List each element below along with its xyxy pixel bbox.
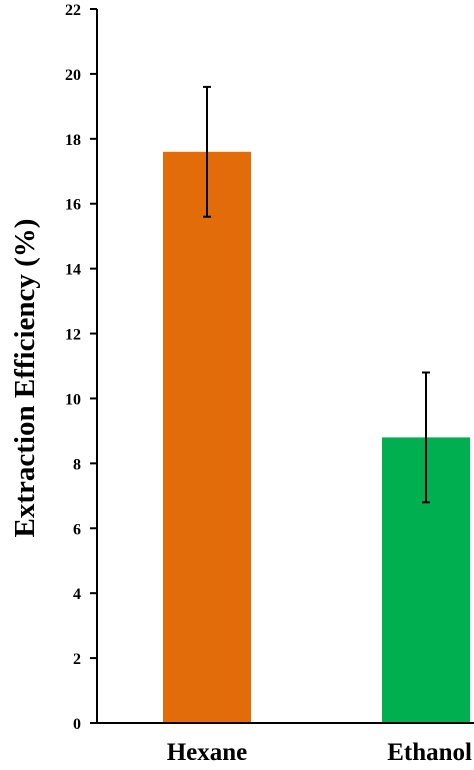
y-tick-label: 22	[65, 2, 81, 19]
bars	[163, 85, 470, 724]
y-tick-label: 2	[73, 651, 81, 668]
y-axis-ticks: 0 2 4 6 8 10 12 14 16 18 20 22	[65, 2, 97, 733]
y-tick-label: 16	[65, 197, 81, 214]
y-tick-label: 20	[65, 67, 81, 84]
category-label-ethanol: Ethanol	[387, 739, 472, 766]
y-tick-label: 18	[65, 132, 81, 149]
category-labels: Hexane Ethanol	[167, 739, 472, 766]
y-tick-label: 12	[65, 327, 81, 344]
y-tick-label: 0	[73, 716, 81, 733]
y-tick-label: 10	[65, 391, 81, 408]
y-axis-title: Extraction Efficiency (%)	[9, 219, 41, 538]
bar-hexane	[163, 151, 251, 724]
error-bar-ethanol	[422, 371, 430, 504]
y-tick-label: 6	[73, 521, 81, 538]
category-label-hexane: Hexane	[167, 739, 248, 766]
y-tick-label: 8	[73, 456, 81, 473]
error-bar-hexane	[203, 85, 211, 218]
y-tick-label: 4	[73, 586, 81, 603]
y-tick-label: 14	[65, 262, 81, 279]
